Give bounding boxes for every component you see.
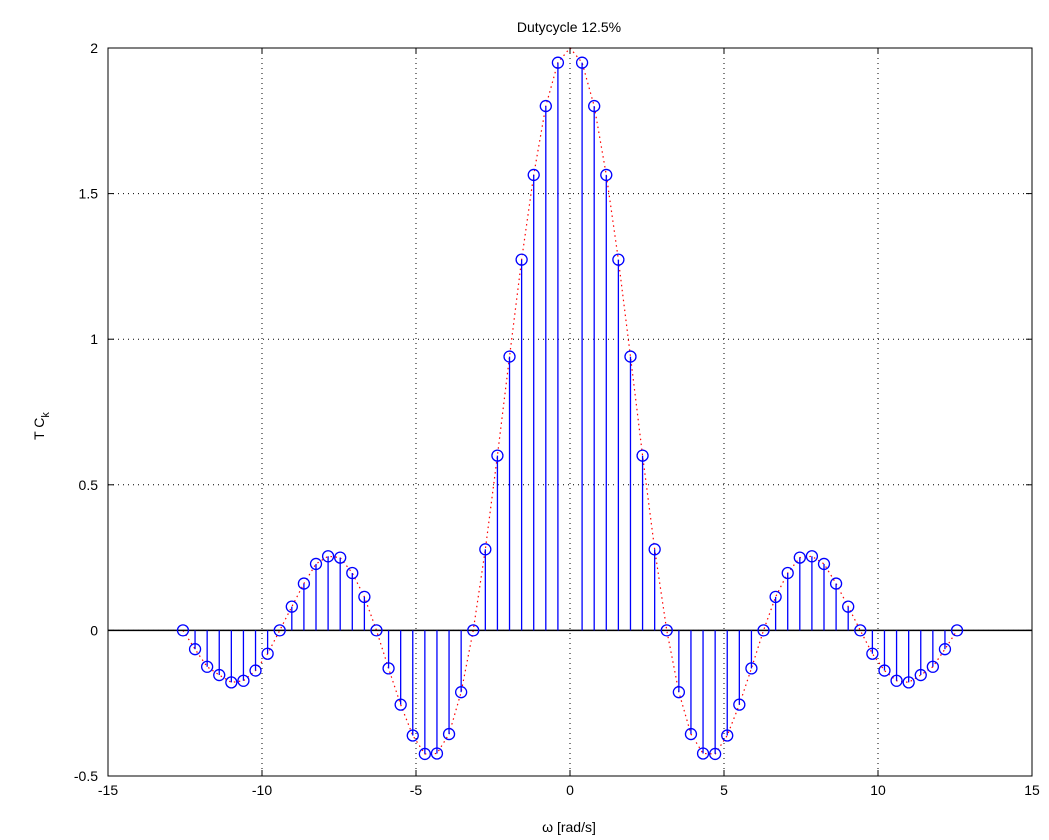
stem-marker: [793, 551, 806, 564]
stem-marker: [394, 698, 407, 711]
stem-marker: [527, 168, 540, 182]
y-tick-label: -0.5: [74, 768, 98, 784]
stem-marker: [370, 624, 383, 637]
stem-marker: [515, 253, 528, 266]
stem-marker: [866, 647, 879, 660]
y-tick-label: 1: [90, 331, 98, 347]
stem-marker: [648, 543, 661, 556]
x-tick-label: 5: [720, 782, 728, 798]
stem-marker: [817, 557, 831, 571]
x-tick-label: 0: [566, 782, 574, 798]
stem-marker: [503, 350, 516, 363]
chart-title: Dutycycle 12.5%: [517, 19, 621, 35]
stem-marker: [890, 674, 903, 687]
y-axis-label: T Ck: [31, 412, 52, 440]
y-tick-label: 0.5: [79, 477, 99, 493]
stem-marker: [539, 99, 552, 113]
stem-marker: [575, 56, 589, 69]
stem-marker: [769, 590, 782, 604]
stem-marker: [309, 557, 323, 571]
y-tick-label: 0: [90, 622, 98, 638]
stem-marker: [225, 676, 238, 689]
stem-marker: [237, 674, 250, 687]
stem-marker: [938, 643, 952, 656]
stem-marker: [430, 747, 444, 760]
stem-marker: [297, 577, 311, 590]
stem-marker: [733, 698, 746, 711]
stem-marker: [926, 660, 940, 673]
grid-lines: [108, 48, 1032, 776]
stem-marker: [285, 600, 298, 613]
x-tick-label: 10: [870, 782, 886, 798]
stem-marker: [491, 449, 504, 462]
stem-marker: [600, 168, 613, 182]
stem-marker: [829, 577, 843, 590]
y-axis-label-main: T C: [31, 418, 47, 440]
stem-marker: [406, 729, 419, 742]
stem-marker: [200, 660, 214, 673]
stem-marker: [382, 662, 395, 675]
x-tick-label: 15: [1024, 782, 1040, 798]
stem-marker: [454, 686, 468, 699]
y-tick-label: 2: [90, 40, 98, 56]
y-axis-label-subscript: k: [40, 412, 52, 418]
stem-marker: [624, 350, 637, 363]
stem-marker: [261, 647, 274, 660]
stem-marker: [249, 664, 262, 677]
stem-marker: [708, 747, 722, 761]
stem-marker: [745, 662, 758, 675]
axis-ticks: [107, 47, 1033, 777]
y-tick-label: 1.5: [79, 186, 99, 202]
stem-marker: [684, 727, 698, 741]
stem-marker: [551, 56, 565, 69]
stem-series: [176, 56, 964, 761]
stem-marker: [950, 624, 964, 637]
stem-marker: [757, 624, 770, 637]
stem-marker: [842, 600, 855, 613]
stem-marker: [696, 747, 710, 760]
stem-marker: [902, 676, 915, 689]
stem-marker: [781, 566, 794, 580]
stem-marker: [878, 664, 891, 677]
stem-marker: [321, 550, 335, 563]
stem-marker: [273, 624, 286, 637]
x-tick-labels: -15 -10 -5 0 5 10 15: [98, 782, 1040, 798]
x-axis-label: ω [rad/s]: [542, 819, 596, 835]
x-tick-label: -15: [98, 782, 118, 798]
plot-frame: [107, 47, 1033, 777]
y-tick-labels: -0.5 0 0.5 1 1.5 2: [74, 40, 98, 784]
stem-marker: [660, 624, 673, 637]
stem-marker: [854, 624, 867, 637]
stem-marker: [176, 624, 190, 637]
stem-marker: [442, 727, 456, 741]
stem-marker: [467, 624, 480, 637]
stem-marker: [721, 729, 734, 742]
stem-marker: [418, 747, 432, 761]
stem-marker: [188, 643, 202, 656]
x-tick-label: -5: [410, 782, 423, 798]
stem-marker: [346, 566, 359, 580]
stem-marker: [358, 590, 371, 604]
stem-marker: [213, 668, 226, 682]
stem-marker: [334, 551, 347, 564]
stem-marker: [588, 99, 601, 113]
stem-marker: [479, 543, 492, 556]
stem-marker: [672, 686, 686, 699]
stem-marker: [805, 550, 819, 563]
stem-marker: [636, 449, 649, 462]
stem-marker: [914, 668, 927, 682]
x-tick-label: -10: [252, 782, 272, 798]
stem-marker: [612, 253, 625, 266]
y-axis-label-group: T Ck: [31, 412, 52, 440]
